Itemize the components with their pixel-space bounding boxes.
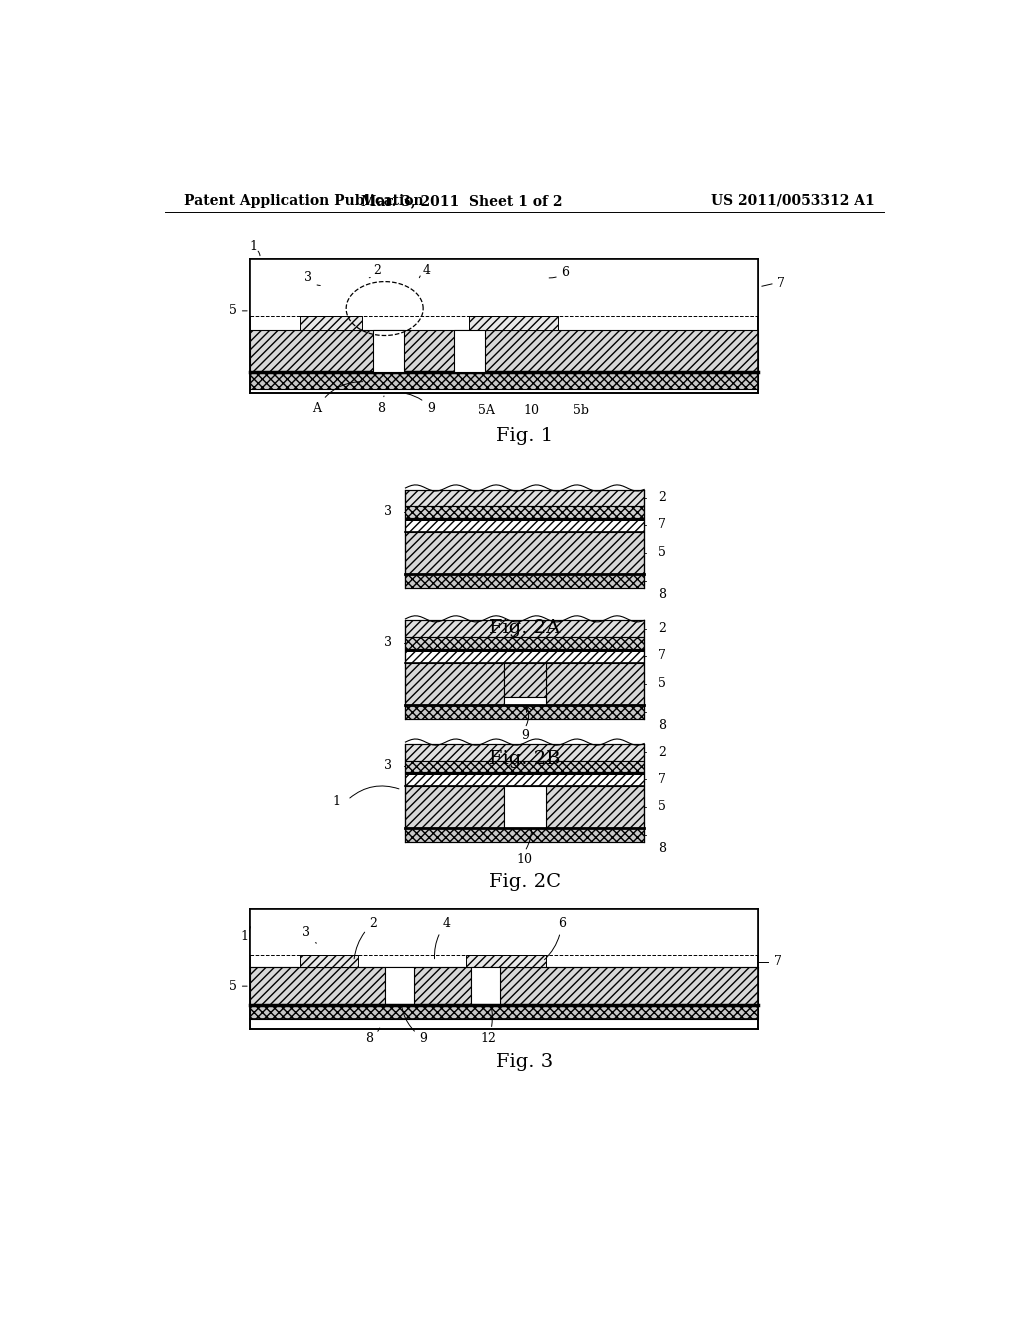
- Bar: [406, 829, 644, 842]
- Text: 8: 8: [658, 718, 666, 731]
- Text: 5b: 5b: [573, 404, 589, 417]
- Bar: [406, 663, 504, 705]
- Text: 3: 3: [384, 506, 391, 519]
- Bar: [406, 785, 504, 829]
- Text: 2: 2: [658, 622, 666, 635]
- Bar: [406, 772, 644, 785]
- Bar: [250, 966, 385, 1006]
- Bar: [406, 772, 644, 775]
- Text: 7: 7: [777, 277, 785, 290]
- Text: 2: 2: [370, 264, 381, 277]
- Text: 12: 12: [480, 993, 497, 1045]
- Bar: [406, 490, 644, 507]
- Bar: [504, 697, 547, 705]
- Bar: [406, 638, 644, 649]
- Text: 7: 7: [658, 519, 666, 532]
- Text: 9: 9: [401, 993, 427, 1045]
- Bar: [500, 966, 758, 1006]
- Bar: [250, 1006, 758, 1019]
- Bar: [504, 663, 547, 697]
- Bar: [414, 966, 471, 1006]
- Text: Fig. 2A: Fig. 2A: [489, 619, 560, 638]
- Bar: [300, 956, 357, 966]
- Text: 8: 8: [658, 842, 666, 855]
- Text: 1: 1: [241, 929, 249, 942]
- Text: 9: 9: [407, 393, 435, 416]
- Bar: [250, 372, 758, 389]
- Text: 7: 7: [658, 649, 666, 663]
- Bar: [385, 966, 414, 1006]
- Text: Fig. 3: Fig. 3: [497, 1052, 553, 1071]
- Text: 7: 7: [658, 772, 666, 785]
- Text: 1: 1: [250, 240, 258, 253]
- Text: Patent Application Publication: Patent Application Publication: [184, 194, 424, 207]
- Text: 6: 6: [545, 916, 565, 960]
- Text: 5: 5: [658, 800, 666, 813]
- Text: 5: 5: [229, 979, 247, 993]
- Text: US 2011/0053312 A1: US 2011/0053312 A1: [711, 194, 874, 207]
- Text: 10: 10: [523, 404, 539, 417]
- Text: 8: 8: [366, 1028, 380, 1045]
- Text: A: A: [312, 381, 362, 416]
- Bar: [406, 532, 644, 574]
- Bar: [406, 517, 644, 532]
- Bar: [250, 259, 758, 393]
- Bar: [300, 317, 361, 330]
- Text: Fig. 1: Fig. 1: [497, 426, 553, 445]
- Text: 6: 6: [549, 265, 569, 279]
- Text: 3: 3: [384, 759, 391, 772]
- Bar: [406, 620, 644, 638]
- Text: 8: 8: [658, 587, 666, 601]
- Text: 2: 2: [354, 916, 377, 958]
- Text: 4: 4: [419, 264, 431, 277]
- Bar: [406, 705, 644, 719]
- Bar: [406, 743, 644, 760]
- Bar: [373, 330, 403, 372]
- Bar: [471, 966, 500, 1006]
- Text: 3: 3: [304, 271, 321, 285]
- Text: Mar. 3, 2011  Sheet 1 of 2: Mar. 3, 2011 Sheet 1 of 2: [360, 194, 562, 207]
- Bar: [406, 760, 644, 772]
- Bar: [469, 317, 558, 330]
- Text: 9: 9: [521, 730, 528, 742]
- Text: 1: 1: [332, 795, 340, 808]
- Text: Fig. 2C: Fig. 2C: [488, 874, 561, 891]
- Text: 5A: 5A: [478, 404, 495, 417]
- Bar: [406, 507, 644, 517]
- Text: 5: 5: [658, 546, 666, 560]
- Bar: [406, 574, 644, 589]
- Bar: [406, 649, 644, 663]
- Bar: [250, 909, 758, 956]
- Bar: [504, 785, 547, 829]
- Bar: [547, 663, 644, 705]
- Text: Fig. 2B: Fig. 2B: [489, 750, 560, 768]
- Text: 2: 2: [658, 746, 666, 759]
- Bar: [250, 330, 758, 372]
- Text: 7: 7: [773, 954, 781, 968]
- Text: 5: 5: [229, 305, 247, 317]
- Bar: [406, 517, 644, 521]
- Text: 8: 8: [377, 396, 385, 416]
- Bar: [454, 330, 484, 372]
- Bar: [466, 956, 547, 966]
- Text: 3: 3: [302, 925, 316, 942]
- Text: 10: 10: [517, 853, 532, 866]
- Bar: [250, 909, 758, 1028]
- Text: 2: 2: [658, 491, 666, 504]
- Text: 5: 5: [658, 677, 666, 690]
- Bar: [406, 649, 644, 652]
- Text: 3: 3: [384, 636, 391, 649]
- Bar: [250, 259, 758, 317]
- Bar: [547, 785, 644, 829]
- Text: 4: 4: [434, 916, 451, 958]
